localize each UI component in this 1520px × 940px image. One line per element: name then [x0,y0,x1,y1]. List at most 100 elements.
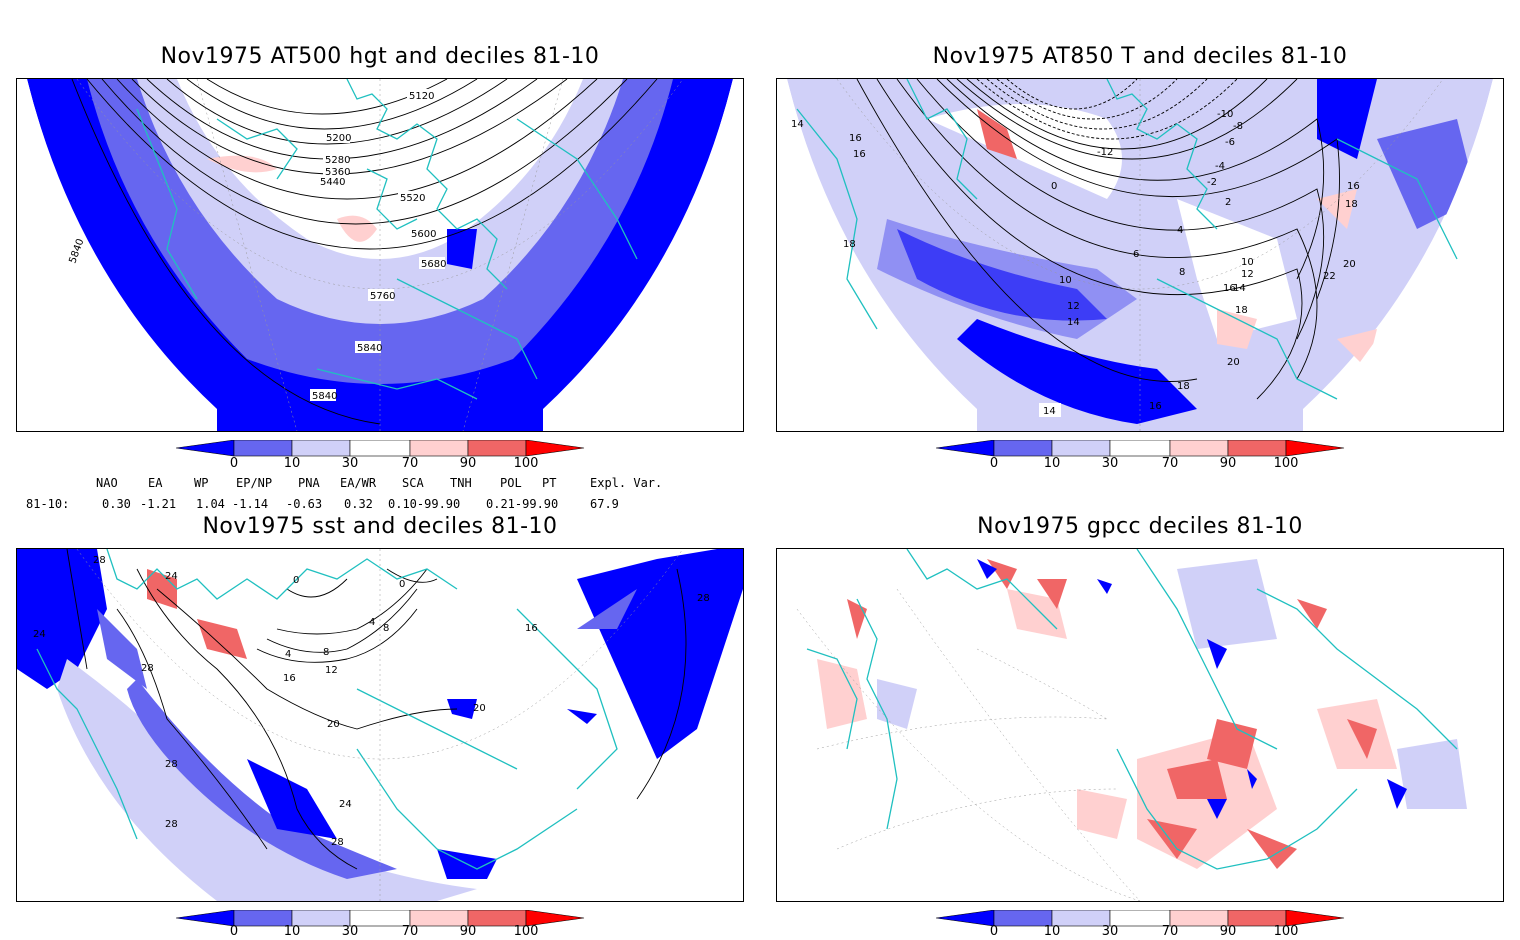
map-panel-sst: 28 24 24 28 0 0 4 8 4 8 12 16 20 20 24 2… [16,548,744,902]
contour-label: 28 [141,663,154,674]
colorbar-label: 30 [341,924,359,939]
contour-label: 22 [1323,271,1336,282]
contour-label: 6 [1133,249,1139,260]
colorbar-label: 0 [229,924,239,939]
index-header-nao: NAO [96,476,118,490]
index-value-ea: -1.21 [140,497,177,511]
colorbar-label: 90 [459,924,477,939]
index-value-pna: -0.63 [286,497,323,511]
index-value-epnp: -1.14 [232,497,269,511]
contour-label: 28 [697,593,710,604]
contour-label: 0 [399,579,405,590]
contour-label: 16 [1347,181,1360,192]
contour-label: 28 [331,837,344,848]
colorbar-label: 70 [401,924,419,939]
colorbar-label: 100 [1273,924,1299,939]
index-header-eawr: EA/WR [340,476,377,490]
index-header-explvar: Expl. Var. [590,476,663,490]
colorbar-label: 10 [283,456,301,471]
contour-label: 16 [849,133,862,144]
contour-label: 20 [1343,259,1356,270]
colorbar-label: 90 [459,456,477,471]
map-panel-gpcc [776,548,1504,902]
contour-label: -4 [1215,161,1225,172]
contour-label: 14 [1233,283,1246,294]
contour-label: 16 [525,623,538,634]
colorbar-label: 10 [1043,456,1061,471]
contour-label: 0 [293,575,299,586]
contour-label: 5280 [325,155,350,166]
contour-label: 20 [1227,357,1240,368]
contour-label: 28 [165,819,178,830]
map-panel-t850: 14 16 16 18 -10 -8 -6 -12 -4 -2 0 2 4 6 … [776,78,1504,432]
colorbar-label: 90 [1219,924,1237,939]
contour-label: 18 [843,239,856,250]
contour-label: 20 [327,719,340,730]
panel-title-hgt500: Nov1975 AT500 hgt and deciles 81-10 [160,44,600,69]
contour-label: 5680 [421,259,446,270]
index-value-sca: 0.10-99.90 [388,497,461,511]
panel-title-sst: Nov1975 sst and deciles 81-10 [202,514,558,539]
contour-label: 20 [473,703,486,714]
contour-label: 5120 [409,91,434,102]
map-panel-hgt500: 5120 5200 5280 5360 5440 5520 5600 5680 … [16,78,744,432]
contour-label: 5200 [326,133,351,144]
colorbar-label: 30 [1101,924,1119,939]
contour-label: 16 [1149,401,1162,412]
colorbar-label: 100 [1273,456,1299,471]
colorbar-gpcc [935,909,1346,930]
index-header-pt: PT [542,476,557,490]
index-header-sca: SCA [402,476,424,490]
contour-label: 12 [1067,301,1080,312]
sst-map: 28 24 24 28 0 0 4 8 4 8 12 16 20 20 24 2… [17,549,743,901]
contour-label: 16 [853,149,866,160]
contour-label: 5600 [411,229,436,240]
colorbar-graphic [175,439,585,457]
contour-label: -10 [1217,109,1233,120]
contour-label: 18 [1345,199,1358,210]
index-value-nao: 0.30 [102,497,131,511]
index-header-ea: EA [148,476,163,490]
colorbar-label: 0 [989,924,999,939]
colorbar-label: 100 [513,456,539,471]
colorbar-label: 10 [1043,924,1061,939]
contour-label: 14 [1067,317,1080,328]
t850-map: 14 16 16 18 -10 -8 -6 -12 -4 -2 0 2 4 6 … [777,79,1503,431]
contour-label: 16 [283,673,296,684]
colorbar-label: 90 [1219,456,1237,471]
contour-label: 16 [1223,283,1236,294]
colorbar-label: 100 [513,924,539,939]
panel-title-t850: Nov1975 AT850 T and deciles 81-10 [932,44,1348,69]
contour-label: 4 [369,617,375,628]
hgt500-map: 5120 5200 5280 5360 5440 5520 5600 5680 … [17,79,743,431]
colorbar-label: 10 [283,924,301,939]
contour-label: 5840 [312,391,337,402]
contour-label: 5760 [370,291,395,302]
index-header-tnh: TNH [450,476,472,490]
contour-label: 5440 [320,177,345,188]
colorbar-graphic [935,909,1345,927]
contour-label: 18 [1235,305,1248,316]
colorbar-label: 70 [1161,456,1179,471]
colorbar-label: 0 [989,456,999,471]
index-header-pol: POL [500,476,522,490]
contour-label: 24 [33,629,46,640]
contour-label: 10 [1241,257,1254,268]
index-value-wp: 1.04 [196,497,225,511]
contour-label: 5520 [400,193,425,204]
colorbar-graphic [935,439,1345,457]
colorbar-t850 [935,439,1346,460]
contour-label: 14 [791,119,804,130]
contour-label: -2 [1207,177,1217,188]
colorbar-sst [175,909,586,930]
contour-label: 24 [165,571,178,582]
colorbar-label: 30 [1101,456,1119,471]
index-header-wp: WP [194,476,209,490]
colorbar-label: 30 [341,456,359,471]
contour-label: 8 [323,647,329,658]
contour-label: 12 [325,665,338,676]
colorbar-label: 0 [229,456,239,471]
colorbar-graphic [175,909,585,927]
contour-label: 5840 [357,343,382,354]
contour-label: 5360 [325,167,350,178]
